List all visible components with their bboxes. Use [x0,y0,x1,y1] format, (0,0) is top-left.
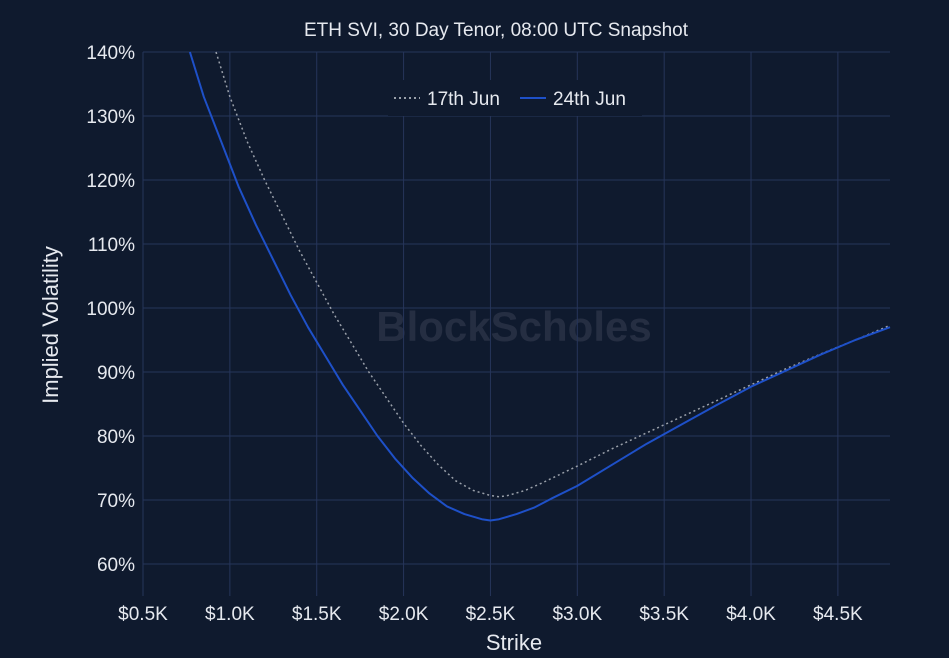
watermark-logo: BlockScholes [376,303,651,350]
x-tick-label: $1.5K [292,604,342,625]
x-tick-label: $2.0K [379,604,429,625]
y-tick-label: 140% [86,43,135,64]
legend: 17th Jun 24th Jun [388,80,642,116]
legend-label-2: 24th Jun [553,89,626,110]
y-tick-label: 100% [86,299,135,320]
x-tick-label: $0.5K [118,604,168,625]
y-tick-label: 110% [88,235,135,256]
series-line-2 [188,51,891,522]
series-layer [188,51,891,522]
y-tick-label: 60% [97,555,135,576]
x-tick-label: $4.5K [813,604,863,625]
y-tick-label: 90% [97,363,135,384]
y-tick-label: 70% [97,491,135,512]
x-tick-label: $3.0K [552,604,602,625]
legend-box [388,80,642,116]
x-tick-label: $2.5K [466,604,516,625]
y-axis-ticks: 60% 70% 80% 90% 100% 110% 120% 130% 140% [86,43,135,576]
y-tick-label: 130% [86,107,135,128]
legend-label-1: 17th Jun [427,89,500,110]
y-tick-label: 80% [97,427,135,448]
y-axis-label: Implied Volatility [38,246,63,404]
x-axis-label: Strike [486,630,542,655]
chart-title: ETH SVI, 30 Day Tenor, 08:00 UTC Snapsho… [304,20,689,41]
x-axis-ticks: $0.5K $1.0K $1.5K $2.0K $2.5K $3.0K $3.5K $4.0K… [118,604,863,625]
series-line-1 [215,51,891,498]
y-tick-label: 120% [86,171,135,192]
x-tick-label: $1.0K [205,604,255,625]
x-tick-label: $3.5K [639,604,689,625]
x-tick-label: $4.0K [726,604,776,625]
